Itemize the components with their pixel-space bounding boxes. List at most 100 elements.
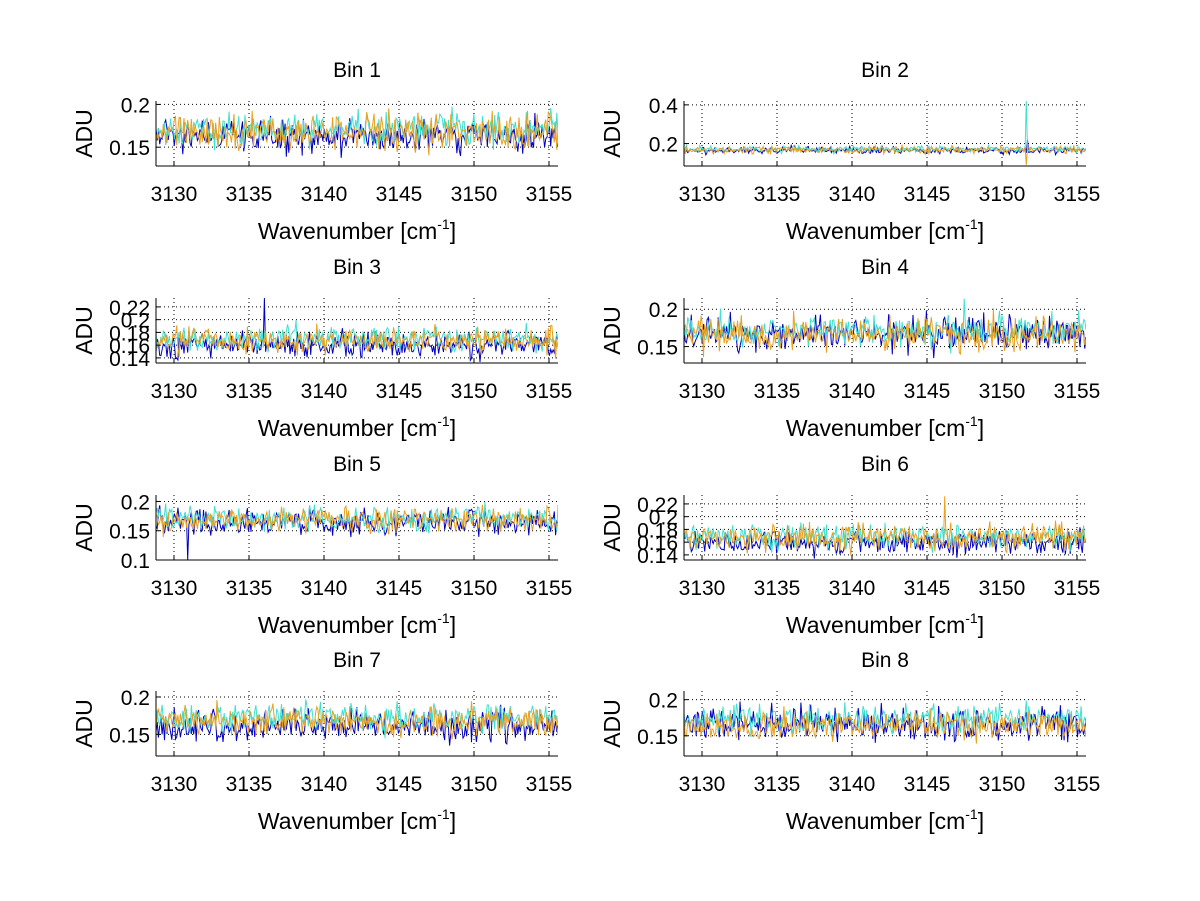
- x-axis-label-exponent: -1: [965, 610, 978, 626]
- x-tick-label: 3155: [1054, 577, 1101, 600]
- y-axis-label: ADU: [71, 503, 97, 552]
- line-series_3: [684, 496, 1086, 556]
- x-axis-label-close: ]: [978, 612, 984, 638]
- line-series_2: [684, 101, 1086, 156]
- subplot-title: Bin 2: [861, 59, 909, 82]
- x-tick-label: 3150: [451, 380, 498, 403]
- x-axis-label: Wavenumber [cm-1]: [258, 806, 456, 834]
- subplot-bin-2: 3130 3135 3140 3145 3150 3155 0.2 0.4 Bin 2 Waven…: [599, 59, 1100, 244]
- x-tick-label: 3140: [829, 183, 876, 206]
- x-tick-label: 3135: [226, 380, 273, 403]
- series-group: [684, 700, 1086, 744]
- x-axis-label-exponent: -1: [437, 413, 450, 429]
- subplot-title: Bin 3: [333, 256, 381, 279]
- x-tick-label: 3145: [904, 183, 951, 206]
- line-series_2: [156, 106, 558, 151]
- y-axis-label: ADU: [599, 109, 625, 158]
- x-tick-label: 3150: [451, 773, 498, 796]
- x-axis-label-exponent: -1: [437, 806, 450, 822]
- y-tick-label: 0.15: [637, 726, 678, 749]
- x-tick-label: 3140: [829, 380, 876, 403]
- y-tick-label: 0.2: [121, 687, 150, 710]
- x-axis-label: Wavenumber [cm-1]: [258, 610, 456, 638]
- x-tick-label: 3130: [151, 773, 198, 796]
- y-axis-label: ADU: [71, 306, 97, 355]
- subplot-title: Bin 5: [333, 453, 381, 476]
- x-axis-label: Wavenumber [cm-1]: [786, 806, 984, 834]
- x-axis-label-close: ]: [978, 218, 984, 244]
- x-axis-label-text: Wavenumber [cm: [258, 808, 437, 834]
- x-axis-label-text: Wavenumber [cm: [258, 415, 437, 441]
- line-series_3: [684, 706, 1086, 744]
- y-tick-label: 0.15: [109, 724, 150, 747]
- x-tick-label: 3130: [679, 183, 726, 206]
- y-tick-label: 0.2: [121, 310, 150, 333]
- y-tick-label: 0.4: [649, 95, 679, 118]
- subplot-title: Bin 1: [333, 59, 381, 82]
- series-group: [156, 699, 558, 746]
- y-tick-label: 0.2: [121, 94, 150, 117]
- x-tick-label: 3145: [376, 183, 423, 206]
- subplot-title: Bin 4: [861, 256, 909, 279]
- x-tick-label: 3130: [151, 183, 198, 206]
- subplot-bin-7: 3130 3135 3140 3145 3150 3155 0.15 0.2 Bin 7 Wave…: [71, 649, 572, 834]
- y-tick-label: 0.16: [637, 532, 678, 555]
- x-axis-label-exponent: -1: [965, 806, 978, 822]
- x-tick-label: 3145: [376, 577, 423, 600]
- x-tick-label: 3145: [904, 380, 951, 403]
- y-tick-label: 0.2: [649, 134, 678, 157]
- series-group: [156, 501, 558, 560]
- x-axis-label: Wavenumber [cm-1]: [786, 216, 984, 244]
- y-axis-label: ADU: [71, 699, 97, 748]
- y-tick-label: 0.18: [109, 322, 150, 345]
- subplot-bin-6: 3130 3135 3140 3145 3150 3155 0.140.160.180.20…: [599, 453, 1100, 638]
- series-group: [684, 101, 1086, 165]
- x-axis-label-text: Wavenumber [cm: [258, 612, 437, 638]
- y-tick-label: 0.15: [109, 521, 150, 544]
- x-tick-label: 3150: [451, 183, 498, 206]
- line-series_3: [684, 143, 1086, 165]
- x-tick-label: 3135: [226, 773, 273, 796]
- y-tick-label: 0.2: [121, 491, 150, 514]
- x-tick-label: 3135: [226, 183, 273, 206]
- x-axis-label-exponent: -1: [437, 610, 450, 626]
- x-tick-label: 3150: [979, 577, 1026, 600]
- series-group: [156, 298, 558, 363]
- x-tick-label: 3155: [1054, 183, 1101, 206]
- x-tick-label: 3140: [829, 577, 876, 600]
- subplot-title: Bin 8: [861, 649, 909, 672]
- x-axis-label-close: ]: [978, 415, 984, 441]
- series-group: [684, 298, 1086, 359]
- x-tick-label: 3140: [301, 577, 348, 600]
- x-axis-label-text: Wavenumber [cm: [786, 415, 965, 441]
- x-tick-label: 3140: [301, 380, 348, 403]
- x-axis-label: Wavenumber [cm-1]: [786, 413, 984, 441]
- x-tick-label: 3135: [754, 577, 801, 600]
- x-axis-label-close: ]: [450, 808, 456, 834]
- y-tick-label: 0.22: [109, 297, 150, 320]
- x-tick-label: 3145: [376, 380, 423, 403]
- x-axis-label: Wavenumber [cm-1]: [786, 610, 984, 638]
- y-tick-label: 0.1: [121, 550, 150, 573]
- line-series_1: [156, 704, 558, 746]
- x-axis-label-exponent: -1: [965, 413, 978, 429]
- subplot-title: Bin 6: [861, 453, 909, 476]
- x-tick-label: 3130: [679, 380, 726, 403]
- y-tick-label: 0.2: [649, 507, 678, 530]
- x-axis-label-text: Wavenumber [cm: [786, 612, 965, 638]
- x-tick-label: 3150: [451, 577, 498, 600]
- x-tick-label: 3135: [226, 577, 273, 600]
- x-tick-label: 3145: [376, 773, 423, 796]
- y-tick-label: 0.2: [649, 690, 678, 713]
- x-axis-label-close: ]: [450, 218, 456, 244]
- y-tick-label: 0.22: [637, 494, 678, 517]
- line-series_3: [156, 504, 558, 537]
- x-axis-label-close: ]: [978, 808, 984, 834]
- x-axis-label-text: Wavenumber [cm: [786, 808, 965, 834]
- x-tick-label: 3150: [979, 183, 1026, 206]
- x-axis-label-exponent: -1: [437, 216, 450, 232]
- line-series_2: [684, 700, 1086, 738]
- x-axis-label-text: Wavenumber [cm: [258, 218, 437, 244]
- x-tick-label: 3135: [754, 773, 801, 796]
